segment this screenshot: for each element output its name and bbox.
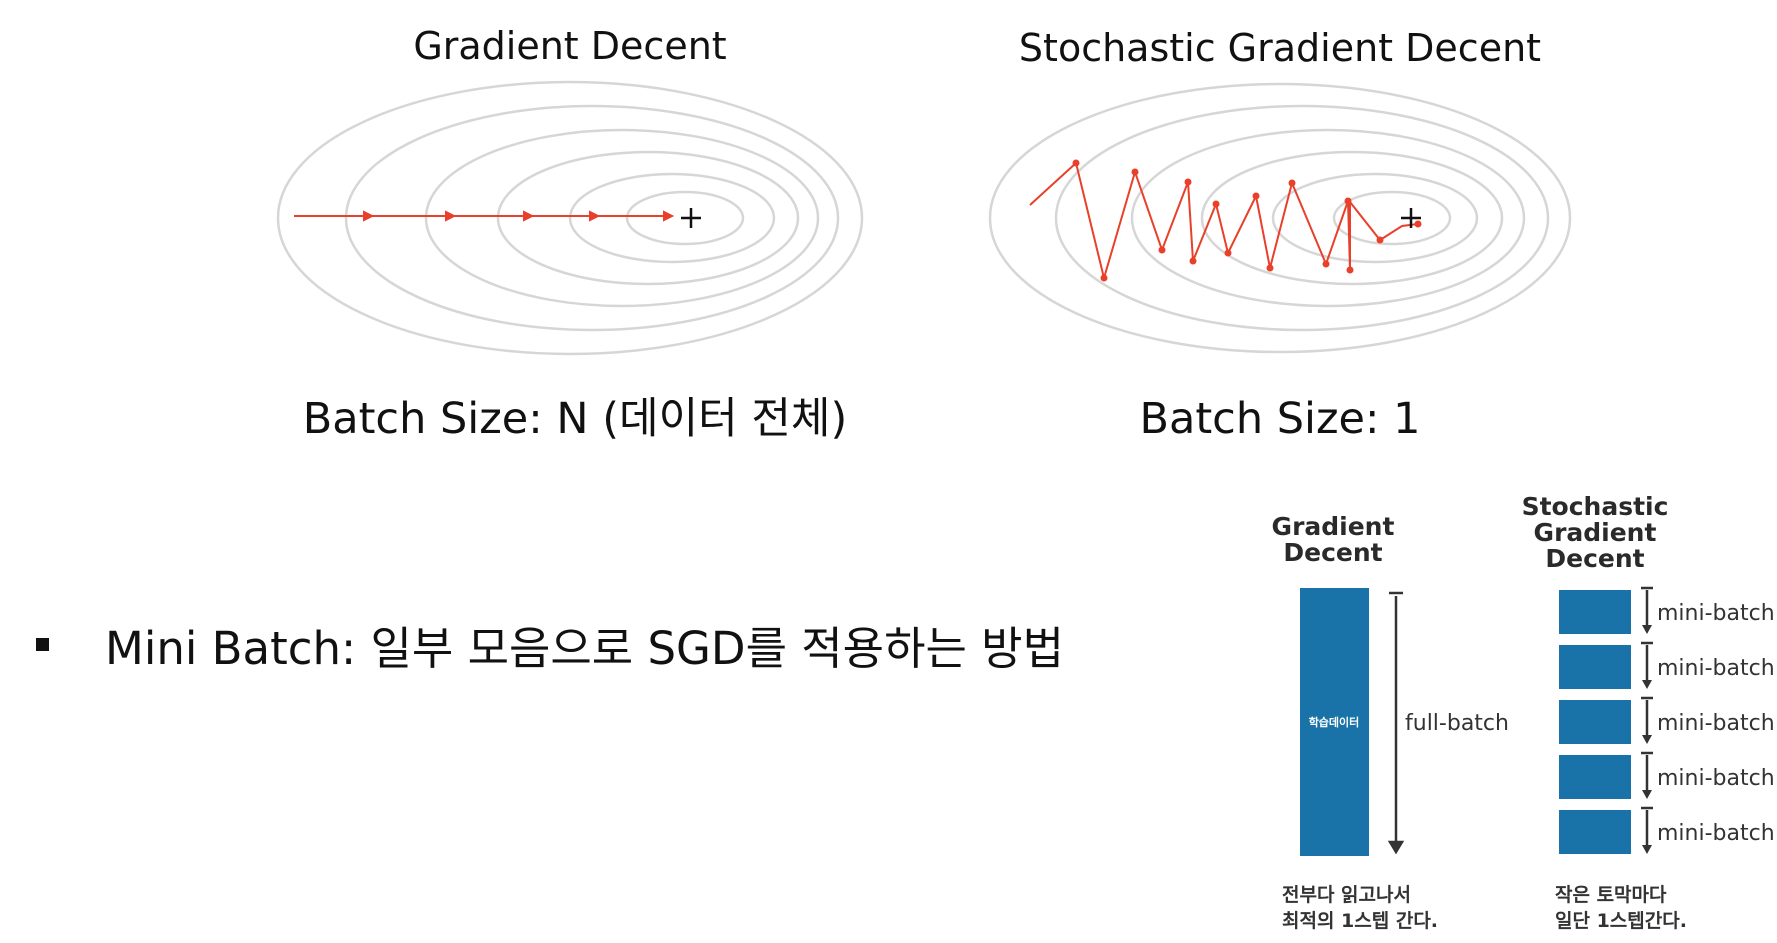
batch-sgd-heading-line2: Gradient — [1534, 518, 1657, 547]
mini-batch-block — [1559, 755, 1631, 799]
sgd-caption: Batch Size: 1 — [1139, 394, 1420, 444]
gd-contour-5 — [568, 172, 776, 264]
full-data-block-label: 학습데이터 — [1309, 715, 1360, 729]
sgd-contour-5 — [1271, 172, 1479, 264]
sgd-step-dot — [1184, 178, 1192, 186]
full-batch-arrow — [1387, 591, 1405, 855]
full-batch-label: full-batch — [1405, 711, 1509, 736]
sgd-contour-3 — [1130, 128, 1526, 308]
gd-contour-4 — [496, 150, 800, 286]
mini-batch-label: mini-batch — [1657, 711, 1775, 736]
sgd-step-dot — [1266, 264, 1274, 272]
full-data-block — [1300, 588, 1369, 856]
gd-note-line1: 전부다 읽고나서 — [1282, 884, 1411, 906]
mini-batch-block — [1559, 645, 1631, 689]
sgd-step-dot — [1414, 220, 1422, 228]
gd-note-line2: 최적의 1스텝 간다. — [1282, 910, 1438, 932]
sgd-step-dot — [1344, 197, 1352, 205]
sgd-title: Stochastic Gradient Decent — [1019, 26, 1541, 70]
batch-gd-heading-line1: Gradient — [1272, 512, 1395, 541]
sgd-note-line1: 작은 토막마다 — [1555, 884, 1667, 906]
gd-minimum-plus — [681, 208, 701, 228]
mini-batch-label: mini-batch — [1657, 766, 1775, 791]
batch-diagram: Gradient Decent Stochastic Gradient Dece… — [1272, 492, 1775, 932]
sgd-step-dots — [1072, 159, 1422, 282]
mini-batch-1: mini-batch — [1559, 586, 1775, 634]
gd-title: Gradient Decent — [413, 24, 726, 68]
mini-batch-label: mini-batch — [1657, 821, 1775, 846]
gd-path — [294, 210, 675, 222]
sgd-step-dot — [1224, 249, 1232, 257]
gd-step-arrow — [663, 210, 675, 222]
gd-contour-3 — [424, 128, 820, 308]
sgd-contour-6 — [1332, 190, 1452, 246]
gd-contour-2 — [344, 104, 840, 332]
sgd-contour-2 — [1054, 104, 1550, 332]
sgd-step-dot — [1189, 257, 1197, 265]
bullet-item: Mini Batch: 일부 모음으로 SGD를 적용하는 방법 — [36, 612, 1064, 677]
sgd-contour-1 — [988, 82, 1572, 354]
mini-batch-label: mini-batch — [1657, 656, 1775, 681]
gd-contours — [276, 80, 864, 356]
mini-batch-4: mini-batch — [1559, 751, 1775, 799]
sgd-step-dot — [1212, 200, 1220, 208]
sgd-step-dot — [1376, 236, 1384, 244]
sgd-step-dot — [1252, 192, 1260, 200]
mini-batch-block — [1559, 810, 1631, 854]
mini-batch-2: mini-batch — [1559, 641, 1775, 689]
gd-step-arrow — [363, 210, 375, 222]
mini-batch-label: mini-batch — [1657, 601, 1775, 626]
sgd-minimum-plus — [1401, 208, 1421, 228]
batch-sgd-heading-line1: Stochastic — [1522, 492, 1669, 521]
mini-batch-block — [1559, 590, 1631, 634]
gd-step-arrow — [523, 210, 535, 222]
batch-sgd-heading-line3: Decent — [1545, 544, 1644, 573]
mini-batch-5: mini-batch — [1559, 806, 1775, 854]
gd-contour-6 — [625, 190, 745, 246]
sgd-note-line2: 일단 1스텝간다. — [1555, 910, 1687, 932]
mini-batch-3: mini-batch — [1559, 696, 1775, 744]
sgd-step-dot — [1346, 266, 1354, 274]
gd-step-arrow — [445, 210, 457, 222]
sgd-contour-4 — [1200, 150, 1504, 286]
sgd-step-dot — [1100, 274, 1108, 282]
sgd-step-dot — [1131, 168, 1139, 176]
gd-contour-1 — [276, 80, 864, 356]
gd-caption: Batch Size: N (데이터 전체) — [303, 394, 848, 444]
sgd-step-dot — [1322, 260, 1330, 268]
bullet-text: Mini Batch: 일부 모음으로 SGD를 적용하는 방법 — [105, 622, 1064, 675]
batch-gd-heading-line2: Decent — [1283, 538, 1382, 567]
sgd-step-dot — [1288, 179, 1296, 187]
sgd-path — [1029, 159, 1422, 282]
bullet-square-icon — [36, 638, 49, 651]
sgd-contours — [988, 82, 1572, 354]
sgd-step-dot — [1158, 246, 1166, 254]
sgd-step-dot — [1072, 159, 1080, 167]
mini-batch-block — [1559, 700, 1631, 744]
gd-step-arrow — [589, 210, 601, 222]
